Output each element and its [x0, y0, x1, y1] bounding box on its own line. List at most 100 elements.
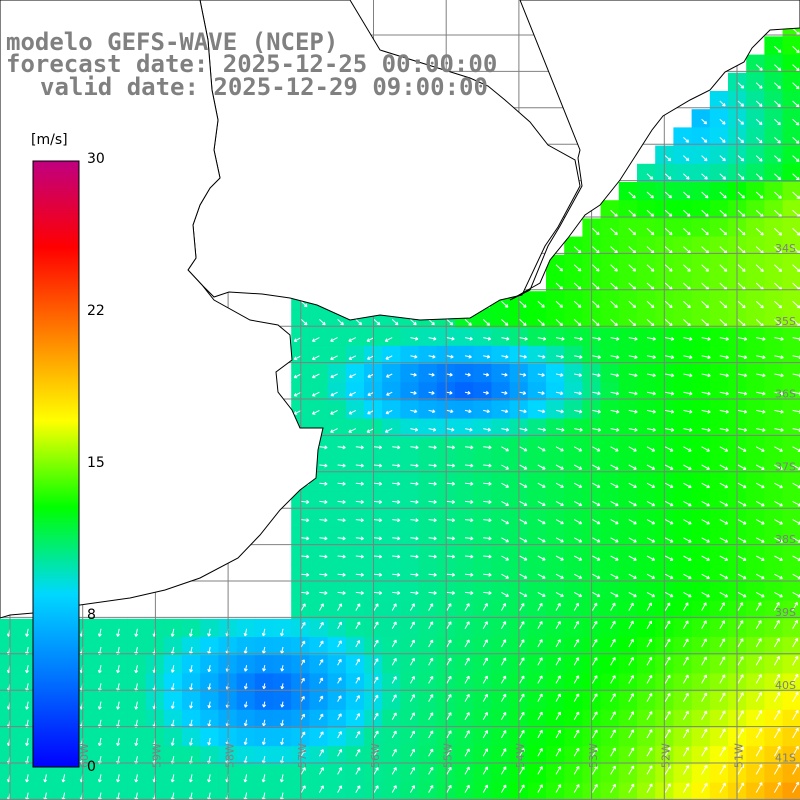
- wind-cell: [618, 618, 638, 638]
- wind-arrow: [737, 674, 744, 684]
- wind-cell: [109, 728, 128, 747]
- wind-cell: [746, 709, 765, 729]
- wind-arrow: [519, 748, 525, 757]
- wind-arrow: [737, 464, 747, 470]
- wind-arrow: [464, 319, 472, 326]
- wind-arrow: [555, 482, 564, 488]
- wind-cell: [400, 473, 420, 492]
- wind-cell: [782, 54, 800, 74]
- wind-cell: [637, 163, 656, 183]
- wind-arrow: [719, 537, 729, 543]
- wind-arrow: [610, 765, 616, 775]
- wind-cell: [527, 455, 547, 474]
- wind-arrow: [683, 137, 690, 143]
- wind-cell: [546, 364, 565, 383]
- wind-cell: [564, 655, 583, 674]
- wind-arrow: [646, 355, 656, 359]
- wind-cell: [309, 746, 329, 765]
- wind-arrow: [464, 693, 470, 702]
- wind-cell: [746, 418, 765, 438]
- wind-cell: [0, 764, 19, 784]
- wind-arrow: [428, 675, 434, 684]
- wind-arrow: [737, 391, 748, 396]
- wind-cell: [455, 546, 474, 565]
- wind-cell: [491, 618, 511, 638]
- wind-cell: [182, 782, 201, 800]
- wind-cell: [400, 655, 420, 674]
- wind-cell: [345, 364, 365, 383]
- wind-cell: [691, 163, 711, 183]
- wind-cell: [18, 673, 37, 693]
- wind-arrow: [719, 638, 726, 648]
- wind-arrow: [591, 729, 598, 739]
- wind-arrow: [737, 100, 745, 107]
- wind-arrow: [701, 519, 710, 525]
- wind-cell: [455, 436, 474, 456]
- wind-cell: [618, 455, 638, 474]
- wind-cell: [564, 436, 583, 456]
- wind-cell: [637, 582, 656, 602]
- wind-arrow: [773, 692, 781, 702]
- wind-cell: [691, 764, 711, 784]
- wind-arrow: [755, 100, 763, 107]
- wind-arrow: [391, 657, 397, 666]
- wind-arrow: [367, 391, 375, 396]
- wind-cell: [491, 691, 511, 711]
- wind-cell: [764, 345, 784, 365]
- wind-cell: [691, 127, 711, 147]
- wind-arrow: [446, 372, 453, 377]
- wind-cell: [618, 673, 638, 693]
- wind-cell: [236, 746, 256, 765]
- wind-arrow: [97, 737, 102, 747]
- wind-cell: [382, 655, 401, 674]
- latitude-label: 36S: [775, 388, 796, 401]
- wind-arrow: [701, 764, 708, 775]
- wind-arrow: [446, 572, 456, 577]
- wind-arrow: [373, 748, 379, 757]
- wind-cell: [327, 746, 347, 765]
- wind-arrow: [464, 463, 474, 468]
- wind-arrow: [428, 603, 434, 611]
- wind-arrow: [610, 693, 616, 702]
- wind-arrow: [337, 658, 342, 666]
- wind-arrow: [373, 500, 383, 504]
- wind-cell: [782, 36, 800, 56]
- wind-arrow: [373, 319, 381, 326]
- wind-arrow: [610, 391, 620, 396]
- wind-cell: [0, 618, 19, 638]
- wind-arrow: [280, 628, 284, 637]
- wind-arrow: [410, 445, 419, 450]
- wind-arrow: [391, 694, 397, 702]
- wind-arrow: [519, 300, 527, 308]
- wind-arrow: [464, 572, 474, 577]
- wind-cell: [746, 509, 765, 529]
- wind-cell: [546, 455, 565, 474]
- wind-cell: [382, 600, 401, 620]
- wind-cell: [327, 436, 347, 456]
- wind-arrow: [592, 391, 601, 396]
- wind-arrow: [664, 747, 671, 757]
- wind-arrow: [573, 519, 583, 525]
- wind-cell: [400, 491, 420, 511]
- wind-cell: [746, 145, 765, 165]
- wind-cell: [200, 728, 219, 747]
- wind-cell: [618, 546, 638, 565]
- wind-arrow: [428, 766, 434, 775]
- wind-arrow: [482, 603, 488, 611]
- wind-cell: [127, 691, 147, 711]
- wind-cell: [400, 418, 420, 438]
- wind-arrow: [301, 591, 310, 595]
- wind-cell: [782, 709, 800, 729]
- wind-cell: [473, 709, 492, 729]
- wind-cell: [327, 491, 347, 511]
- wind-arrow: [25, 665, 29, 674]
- wind-arrow: [592, 319, 600, 327]
- wind-cell: [782, 691, 800, 711]
- wind-cell: [418, 673, 438, 693]
- wind-arrow: [664, 191, 672, 199]
- wind-arrow: [446, 603, 452, 611]
- wind-cell: [709, 418, 729, 438]
- wind-arrow: [519, 482, 528, 488]
- wind-cell: [309, 564, 329, 583]
- wind-arrow: [428, 445, 437, 450]
